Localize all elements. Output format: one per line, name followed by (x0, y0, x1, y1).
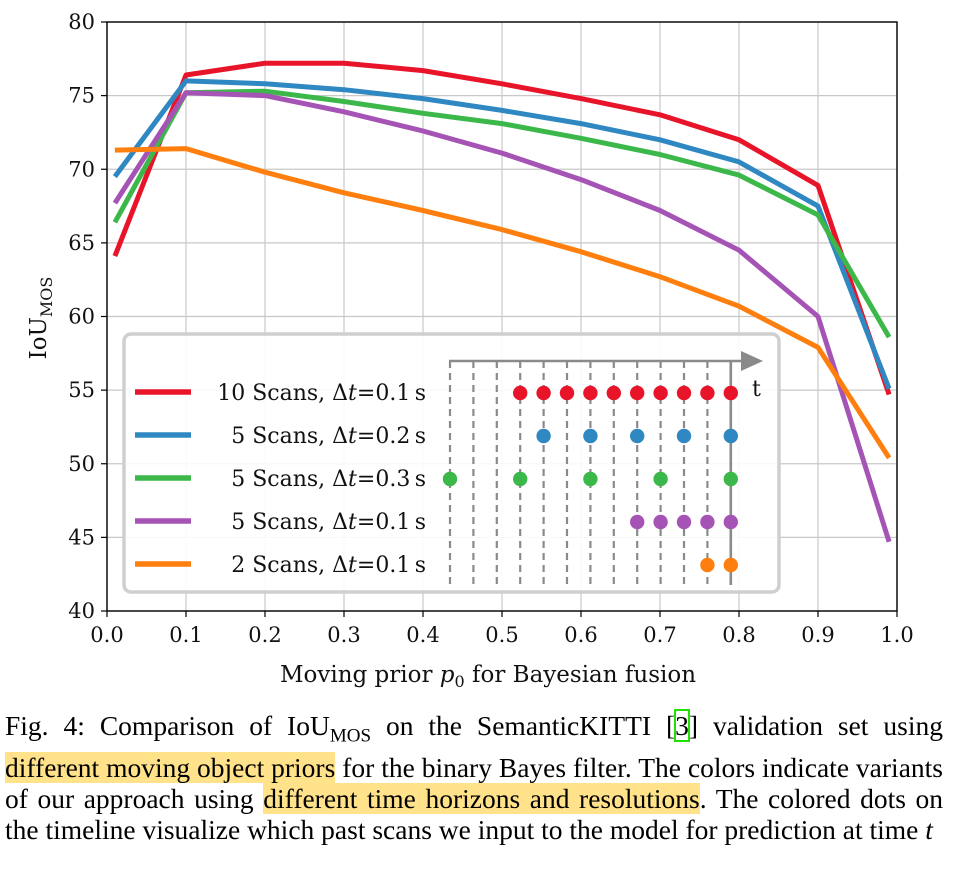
y-tick-label: 65 (68, 231, 95, 255)
timeline-dot-3 (676, 514, 692, 530)
timeline-dot-2 (653, 471, 668, 487)
x-tick-label: 0.8 (722, 623, 755, 647)
legend-label-3: 5 Scans, Δt=0.1 s (231, 510, 426, 535)
highlight-priors: different moving object priors (5, 751, 336, 783)
legend-label-4: 2 Scans, Δt=0.1 s (231, 553, 426, 578)
x-tick-label: 0.2 (248, 623, 281, 647)
timeline-dot-0 (630, 385, 645, 401)
x-tick-labels: 0.0 0.1 0.2 0.3 0.4 0.5 0.6 0.7 0.8 0.9 1.0 (90, 611, 914, 647)
x-tick-label: 0.4 (406, 623, 439, 647)
series-line-2 (112, 88, 892, 339)
series-lines (112, 60, 892, 543)
legend: 10 Scans, Δt=0.1 s 5 Scans, Δt=0.2 s 5 Sca… (122, 332, 781, 594)
timeline-dot-0 (583, 385, 598, 401)
x-tick-label: 0.7 (643, 623, 676, 647)
timeline-label: t (752, 377, 761, 402)
series-line-0 (112, 60, 892, 396)
timeline-dot-0 (700, 385, 715, 401)
series-line-3 (112, 90, 892, 543)
legend-label-2: 5 Scans, Δt=0.3 s (231, 467, 426, 492)
highlight-horizons: different time horizons and resolutions (263, 782, 700, 814)
y-tick-label: 55 (68, 378, 95, 402)
timeline-dot-2 (513, 471, 528, 487)
x-tick-label: 0.6 (564, 623, 597, 647)
timeline-dot-2 (583, 471, 598, 487)
legend-label-1: 5 Scans, Δt=0.2 s (231, 424, 426, 449)
x-tick-label: 1.0 (880, 623, 913, 647)
timeline-arrow-icon (741, 351, 763, 371)
timeline-dot-1 (583, 428, 598, 444)
legend-box (122, 332, 781, 594)
timeline-dot-0 (653, 385, 668, 401)
timeline-dot-0 (559, 385, 575, 401)
y-tick-label: 45 (68, 525, 95, 549)
timeline-dot-3 (723, 514, 738, 530)
timeline-dot-1 (723, 428, 738, 444)
timeline-dot-0 (606, 385, 621, 401)
x-tick-label: 0.3 (327, 623, 360, 647)
timeline-dot-1 (536, 428, 551, 444)
timeline-dot-0 (723, 385, 738, 401)
y-axis-label: IoUMOS (26, 277, 56, 360)
x-tick-label: 0.0 (90, 623, 123, 647)
y-tick-label: 40 (68, 599, 95, 623)
timeline-dot-3 (700, 514, 715, 530)
timeline-dot-4 (700, 557, 715, 573)
y-tick-labels: 40 45 50 55 60 65 70 75 80 (68, 10, 107, 623)
x-tick-label: 0.9 (801, 623, 834, 647)
y-tick-label: 75 (68, 84, 95, 108)
series-line-1 (112, 78, 892, 390)
y-tick-label: 80 (68, 10, 95, 34)
chart: 10 Scans, Δt=0.1 s 5 Scans, Δt=0.2 s 5 Sca… (26, 10, 914, 691)
legend-label-0: 10 Scans, Δt=0.1 s (217, 381, 426, 406)
timeline-dot-0 (536, 385, 551, 401)
timeline-dot-1 (676, 428, 692, 444)
x-tick-label: 0.5 (485, 623, 518, 647)
x-tick-label: 0.1 (169, 623, 202, 647)
y-tick-label: 70 (68, 157, 95, 181)
citation-link[interactable]: 3 (674, 709, 690, 742)
timeline-dot-2 (442, 471, 458, 487)
figure-caption: Fig. 4: Comparison of IoUMOS on the Sema… (5, 709, 943, 845)
timeline-dot-2 (723, 471, 738, 487)
x-axis-label: Moving prior p0 for Bayesian fusion (280, 662, 696, 691)
timeline-dot-4 (723, 557, 738, 573)
timeline-dot-3 (653, 514, 668, 530)
series-line-4 (114, 146, 892, 460)
y-tick-label: 60 (68, 305, 95, 329)
timeline-dot-3 (630, 514, 645, 530)
y-tick-label: 50 (68, 452, 95, 476)
timeline-dot-0 (513, 385, 528, 401)
timeline-dot-0 (676, 385, 692, 401)
timeline-dot-1 (630, 428, 645, 444)
